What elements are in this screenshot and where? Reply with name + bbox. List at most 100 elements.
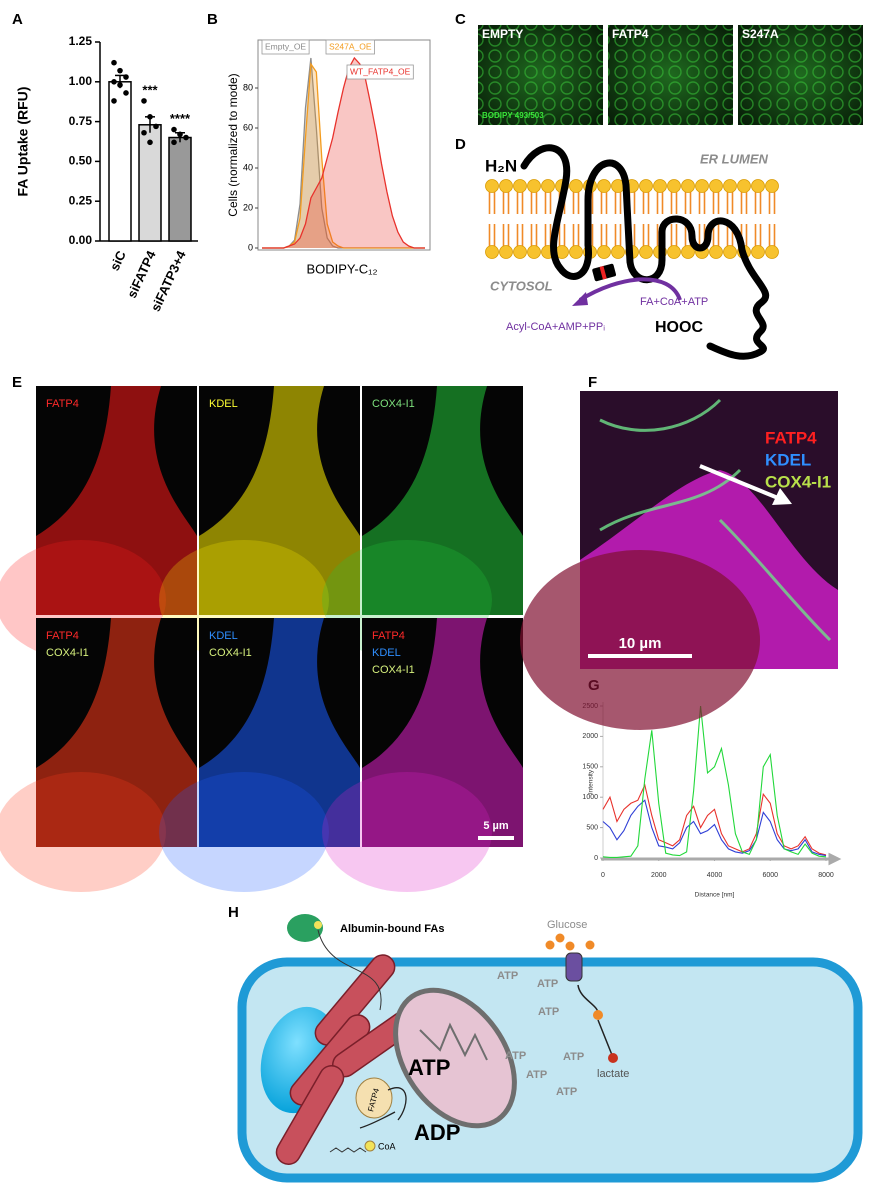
significance-label: **** xyxy=(170,111,191,126)
data-point xyxy=(123,74,129,80)
decoration xyxy=(593,1010,603,1020)
decoration xyxy=(317,929,382,1011)
y-axis-label: Cells (normalized to mode) xyxy=(226,73,240,216)
legend-box xyxy=(325,39,375,55)
x-tick-label: 4000 xyxy=(707,872,723,879)
x-axis-label: Distance [nm] xyxy=(695,892,735,899)
decoration xyxy=(541,179,555,193)
area xyxy=(262,64,425,248)
decoration xyxy=(275,1065,345,1165)
reaction-label: Acyl-CoA+AMP+PPᵢ xyxy=(506,321,605,333)
y-tick-label: 40 xyxy=(243,162,253,172)
atp-label: ATP xyxy=(556,1086,577,1098)
decoration xyxy=(329,1147,367,1153)
channel-label: COX4-I1 xyxy=(765,472,831,491)
data-point xyxy=(141,129,147,136)
channel-label: COX4-I1 xyxy=(209,647,252,659)
legend-box xyxy=(261,39,310,55)
panel-label: A xyxy=(12,11,23,28)
bar xyxy=(108,81,132,242)
channel-label: COX4-I1 xyxy=(372,398,415,410)
decoration xyxy=(565,941,575,951)
legend-box xyxy=(346,64,414,80)
reaction-label: FA+CoA+ATP xyxy=(640,296,708,308)
line xyxy=(602,799,827,857)
stain-label: BODIPY 493/503 xyxy=(482,111,544,120)
atp-label: ATP xyxy=(505,1050,526,1062)
decoration xyxy=(695,179,709,193)
decoration xyxy=(639,179,653,193)
y-tick-label: 1.00 xyxy=(69,74,93,88)
decoration xyxy=(667,245,681,259)
panel-label: D xyxy=(455,136,466,153)
decoration xyxy=(723,179,737,193)
decoration xyxy=(287,914,323,942)
decoration xyxy=(527,245,541,259)
decoration xyxy=(322,772,492,892)
legend-label: S247A_OE xyxy=(329,41,372,51)
atp-label: ATP xyxy=(497,970,518,982)
decoration xyxy=(393,987,517,1129)
y-tick-label: 20 xyxy=(243,202,253,212)
decoration xyxy=(578,277,682,302)
y-tick-label: 1.25 xyxy=(69,34,93,48)
y-tick-label: 0.25 xyxy=(69,193,93,207)
channel-label: KDEL xyxy=(372,647,401,659)
decoration xyxy=(362,386,523,615)
y-tick-label: 60 xyxy=(243,122,253,132)
line xyxy=(602,705,827,858)
decoration xyxy=(555,933,565,943)
decoration xyxy=(499,179,513,193)
decoration xyxy=(419,1022,488,1061)
decoration xyxy=(485,245,499,259)
legend-label: WT_FATP4_OE xyxy=(350,66,411,76)
channel-label: FATP4 xyxy=(372,630,405,642)
x-tick-label: 8000 xyxy=(818,872,834,879)
line xyxy=(602,783,827,856)
decoration xyxy=(681,179,695,193)
image-label: FATP4 xyxy=(612,27,649,41)
c-terminus: HOOC xyxy=(655,319,703,336)
decoration xyxy=(478,25,603,125)
decoration xyxy=(527,179,541,193)
decoration xyxy=(569,179,583,193)
decoration xyxy=(765,179,779,193)
area xyxy=(262,58,425,248)
decoration xyxy=(611,245,625,259)
atp-label: ATP xyxy=(408,1055,450,1080)
channel-label: COX4-I1 xyxy=(46,647,89,659)
label: lactate xyxy=(597,1068,629,1080)
y-tick-label: 0.50 xyxy=(69,154,93,168)
decoration xyxy=(608,25,733,125)
decoration xyxy=(585,940,595,950)
image-label: S247A xyxy=(742,27,779,41)
decoration xyxy=(199,618,360,847)
decoration xyxy=(520,144,770,360)
data-point xyxy=(147,114,153,120)
channel-label: KDEL xyxy=(209,630,238,642)
y-tick-label: 1000 xyxy=(582,794,598,801)
decoration xyxy=(599,265,607,280)
bar xyxy=(168,136,192,242)
n-terminus: H₂N xyxy=(485,156,517,175)
decoration xyxy=(639,245,653,259)
y-tick-label: 500 xyxy=(586,824,598,831)
decoration xyxy=(199,386,360,615)
channel-label: COX4-I1 xyxy=(372,664,415,676)
channel-label: FATP4 xyxy=(765,428,817,447)
y-tick-label: 0 xyxy=(594,855,598,862)
y-tick-label: 0.75 xyxy=(69,114,93,128)
channel-label: FATP4 xyxy=(46,398,79,410)
region-label: ER LUMEN xyxy=(700,151,769,166)
y-axis-label: Intensity xyxy=(588,769,595,794)
data-point xyxy=(111,59,117,66)
decoration xyxy=(667,179,681,193)
panel-label: B xyxy=(207,11,218,28)
decoration xyxy=(765,245,779,259)
data-point xyxy=(117,82,123,88)
decoration xyxy=(36,386,197,615)
decoration xyxy=(159,772,329,892)
decoration xyxy=(601,852,842,866)
panel-label: E xyxy=(12,374,22,391)
panel-label: C xyxy=(455,11,466,28)
